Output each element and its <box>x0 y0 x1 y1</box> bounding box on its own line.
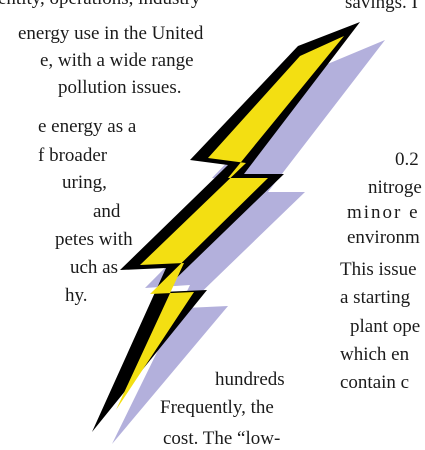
page: entity, operations, industry energy use … <box>0 0 425 444</box>
lightning-bolt <box>0 0 425 444</box>
